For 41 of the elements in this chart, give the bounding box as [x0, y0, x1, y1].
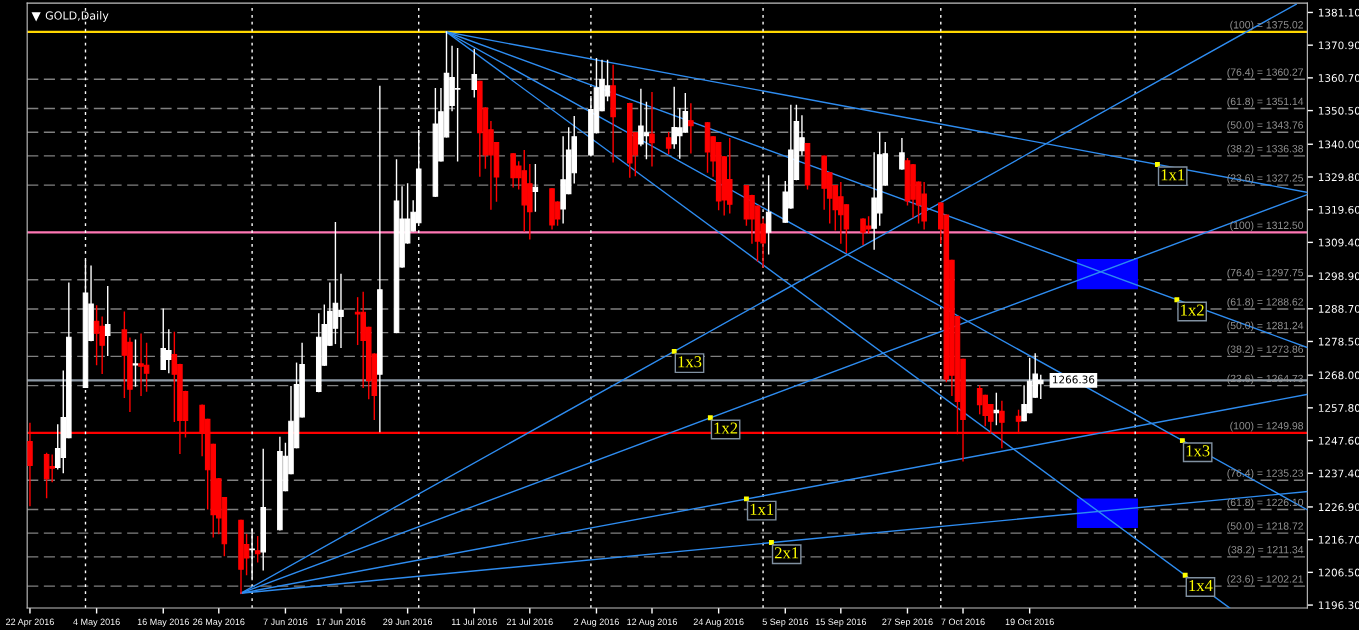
- x-tick-label: 5 Sep 2016: [762, 618, 808, 627]
- annotation: 1x2: [1181, 304, 1204, 316]
- x-tick-label: 27 Sep 2016: [882, 618, 933, 627]
- ref-line-label: (100) = 1375.02: [1230, 20, 1303, 31]
- ref-line-label: (50.0) = 1343.76: [1227, 121, 1304, 131]
- ref-line-label: (23.6) = 1202.21: [1227, 575, 1304, 585]
- x-tick-label: 7 Oct 2016: [941, 618, 985, 625]
- x-tick-label: 12 Aug 2016: [627, 618, 677, 627]
- ref-line-label: (61.8) = 1351.14: [1227, 97, 1304, 108]
- ref-line-label: (50.0) = 1218.72: [1227, 522, 1303, 532]
- ref-line-label: 1266.36: [1053, 375, 1095, 384]
- ref-line-label: (100) = 1312.50: [1230, 221, 1304, 232]
- text: GOLD,Daily: [45, 11, 109, 22]
- ref-line-label: (38.2) = 1336.38: [1227, 144, 1304, 155]
- x-tick-label: 17 Jun 2016: [316, 618, 366, 625]
- x-tick-label: 16 May 2016: [137, 618, 189, 627]
- annotation: 1x1: [1161, 169, 1185, 181]
- x-tick-label: 15 Sep 2016: [815, 618, 867, 627]
- x-tick-label: 11 Jul 2016: [451, 618, 497, 625]
- annotation: 1x1: [750, 503, 774, 515]
- ref-line-label: (38.2) = 1211.34: [1228, 545, 1304, 556]
- ref-line-label: (76.4) = 1360.27: [1227, 68, 1303, 78]
- x-tick-label: 4 May 2016: [73, 618, 120, 627]
- annotation: 1x3: [678, 356, 702, 368]
- x-tick-label: 22 Apr 2016: [6, 618, 54, 627]
- ref-line-label: (50.0) = 1281.24: [1227, 321, 1304, 332]
- x-tick-label: 29 Jun 2016: [383, 618, 433, 625]
- x-tick-label: 2 Aug 2016: [574, 618, 619, 627]
- annotation: 2x1: [774, 547, 799, 559]
- x-tick-label: 7 Jun 2016: [263, 618, 308, 625]
- x-tick-label: 24 Aug 2016: [693, 618, 744, 627]
- ref-line-label: (61.8) = 1288.62: [1227, 297, 1303, 308]
- x-tick-label: 19 Oct 2016: [1005, 618, 1054, 625]
- ref-line-label: (76.4) = 1297.75: [1227, 268, 1304, 279]
- x-tick-label: 21 Jul 2016: [506, 618, 553, 625]
- annotation: 1x4: [1189, 579, 1213, 591]
- x-tick-label: 26 May 2016: [193, 618, 245, 627]
- ref-line-label: (38.2) = 1273.86: [1227, 345, 1304, 355]
- ref-line-label: (100) = 1249.98: [1230, 421, 1304, 432]
- annotation: 1x3: [1186, 445, 1210, 457]
- annotation: 1x2: [714, 422, 738, 434]
